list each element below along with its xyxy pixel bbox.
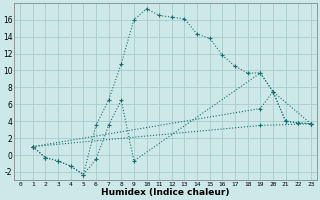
X-axis label: Humidex (Indice chaleur): Humidex (Indice chaleur) (101, 188, 230, 197)
